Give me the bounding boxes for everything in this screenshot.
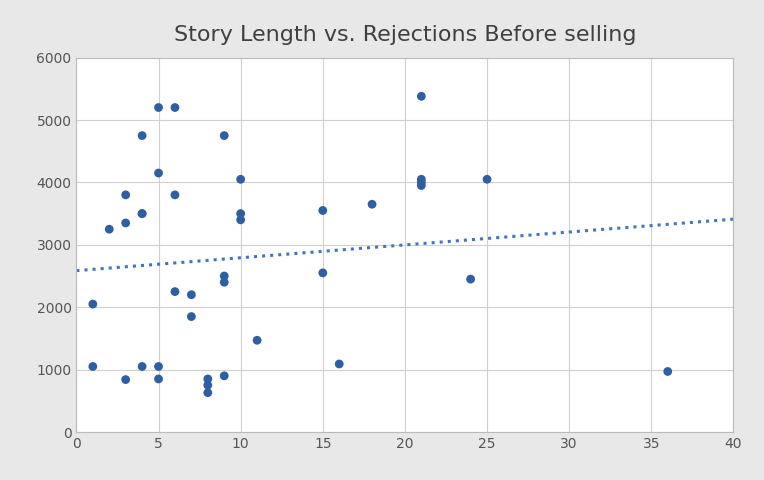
Point	[366, 201, 378, 208]
Title: Story Length vs. Rejections Before selling: Story Length vs. Rejections Before selli…	[173, 25, 636, 45]
Point	[465, 276, 477, 283]
Point	[153, 375, 165, 383]
Point	[153, 104, 165, 111]
Point	[481, 176, 494, 183]
Point	[416, 93, 428, 100]
Point	[153, 169, 165, 177]
Point	[185, 313, 197, 321]
Point	[416, 182, 428, 190]
Point	[662, 368, 674, 375]
Point	[153, 363, 165, 371]
Point	[103, 226, 115, 233]
Point	[219, 278, 231, 286]
Point	[251, 336, 263, 344]
Point	[202, 381, 214, 389]
Point	[87, 300, 99, 308]
Point	[416, 176, 428, 183]
Point	[316, 206, 329, 214]
Point	[169, 104, 181, 111]
Point	[202, 389, 214, 396]
Point	[119, 376, 132, 384]
Point	[169, 191, 181, 199]
Point	[119, 191, 132, 199]
Point	[169, 288, 181, 296]
Point	[202, 375, 214, 383]
Point	[219, 132, 231, 140]
Point	[136, 132, 148, 140]
Point	[416, 179, 428, 186]
Point	[219, 272, 231, 280]
Point	[136, 210, 148, 217]
Point	[87, 363, 99, 371]
Point	[119, 219, 132, 227]
Point	[235, 210, 247, 217]
Point	[316, 269, 329, 276]
Point	[185, 291, 197, 299]
Point	[235, 176, 247, 183]
Point	[219, 372, 231, 380]
Point	[333, 360, 345, 368]
Point	[136, 363, 148, 371]
Point	[235, 216, 247, 224]
Point	[136, 210, 148, 217]
